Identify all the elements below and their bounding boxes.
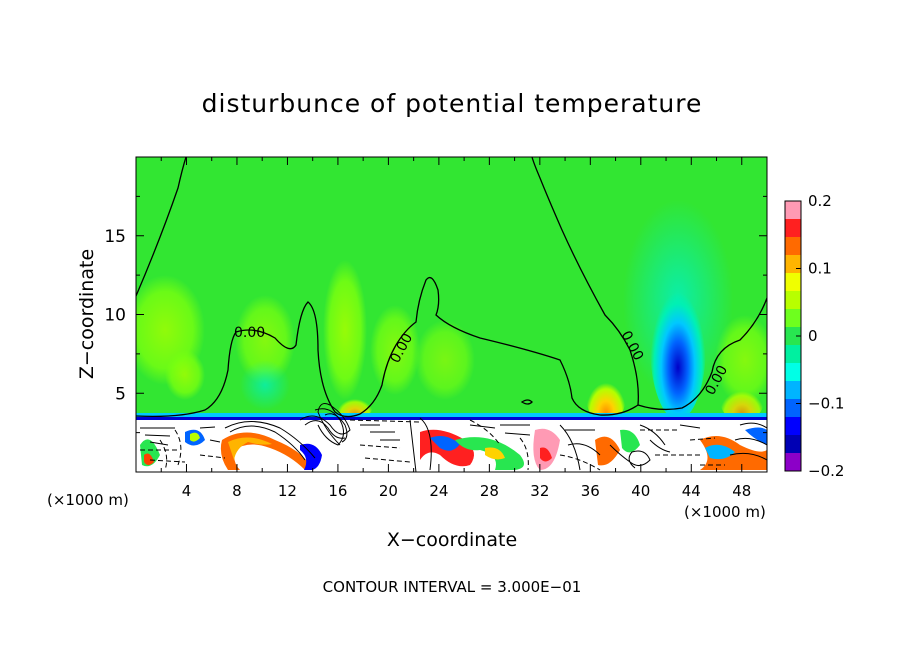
- chart-title: disturbunce of potential temperature: [202, 89, 703, 118]
- contour-interval-text: CONTOUR INTERVAL = 3.000E−01: [323, 578, 582, 596]
- field-feature: [235, 295, 295, 385]
- colorbar-swatch: [785, 309, 801, 328]
- field-feature: [370, 305, 420, 395]
- zero-contour: [136, 157, 187, 297]
- colorbar-swatch: [785, 363, 801, 382]
- colorbar-swatch: [785, 399, 801, 418]
- colorbar-swatch: [785, 237, 801, 256]
- colorbar-tick-label: 0: [808, 327, 818, 345]
- x-tick-label: 16: [328, 482, 347, 500]
- colorbar-tick-label: 0.1: [808, 260, 832, 278]
- x-axis: 4 8 12 16 20 24 28 32 36 40 44 48: [160, 157, 751, 500]
- y-tick-label: 10: [104, 306, 126, 326]
- x-tick-label: 12: [278, 482, 297, 500]
- zero-contours: [136, 157, 767, 418]
- colorbar-tick-label: −0.2: [808, 462, 844, 480]
- x-tick-label: 20: [379, 482, 398, 500]
- field-feature: [337, 390, 373, 420]
- field-feature: [323, 260, 367, 400]
- field-feature: [650, 270, 706, 420]
- colorbar-tick-label: −0.1: [808, 395, 844, 413]
- colorbar: 0.2 0.1 0 −0.1 −0.2: [784, 192, 844, 480]
- x-tick-label: 40: [631, 482, 650, 500]
- boundary-contours-dashed: [140, 419, 725, 471]
- boundary-layer: [136, 413, 767, 417]
- boundary-blobs: [140, 427, 767, 470]
- colorbar-swatch: [785, 345, 801, 364]
- zero-contour: [520, 399, 533, 405]
- x-tick-label: 24: [429, 482, 448, 500]
- y-tick-label: 15: [104, 227, 126, 247]
- colorbar-swatch: [785, 201, 801, 220]
- x-tick-label: 28: [480, 482, 499, 500]
- colorbar-swatch: [785, 417, 801, 436]
- x-tick-label: 36: [581, 482, 600, 500]
- field-feature: [165, 350, 205, 400]
- zero-contour: [637, 297, 767, 411]
- colorbar-swatch: [785, 291, 801, 310]
- x-unit-right: (×1000 m): [684, 503, 766, 521]
- x-unit-left: (×1000 m): [47, 491, 129, 509]
- colorbar-swatch: [785, 219, 801, 238]
- colorbar-swatch: [785, 435, 801, 454]
- x-tick-label: 8: [232, 482, 242, 500]
- y-axis-title: Z−coordinate: [76, 249, 98, 379]
- field-feature: [415, 320, 475, 400]
- colorbar-swatch: [785, 327, 801, 346]
- colorbar-swatch: [785, 255, 801, 274]
- y-axis: 5 10 15: [104, 195, 767, 434]
- colorbar-swatch: [785, 453, 801, 472]
- x-axis-title: X−coordinate: [387, 529, 517, 551]
- field-feature: [720, 378, 764, 422]
- x-tick-label: 48: [732, 482, 751, 500]
- zero-contour: [136, 157, 639, 418]
- colorbar-swatch: [785, 273, 801, 292]
- contour-label: 0.00: [234, 325, 265, 341]
- field-feature: [240, 360, 290, 410]
- colorbar-swatch: [785, 381, 801, 400]
- boundary-layer: [136, 417, 767, 420]
- field-feature: [586, 365, 626, 425]
- colorbar-tick-label: 0.2: [808, 192, 832, 210]
- y-tick-label: 5: [115, 384, 126, 404]
- x-tick-label: 4: [182, 482, 192, 500]
- x-tick-label: 44: [682, 482, 701, 500]
- plot-area: [136, 157, 767, 472]
- x-tick-label: 32: [530, 482, 549, 500]
